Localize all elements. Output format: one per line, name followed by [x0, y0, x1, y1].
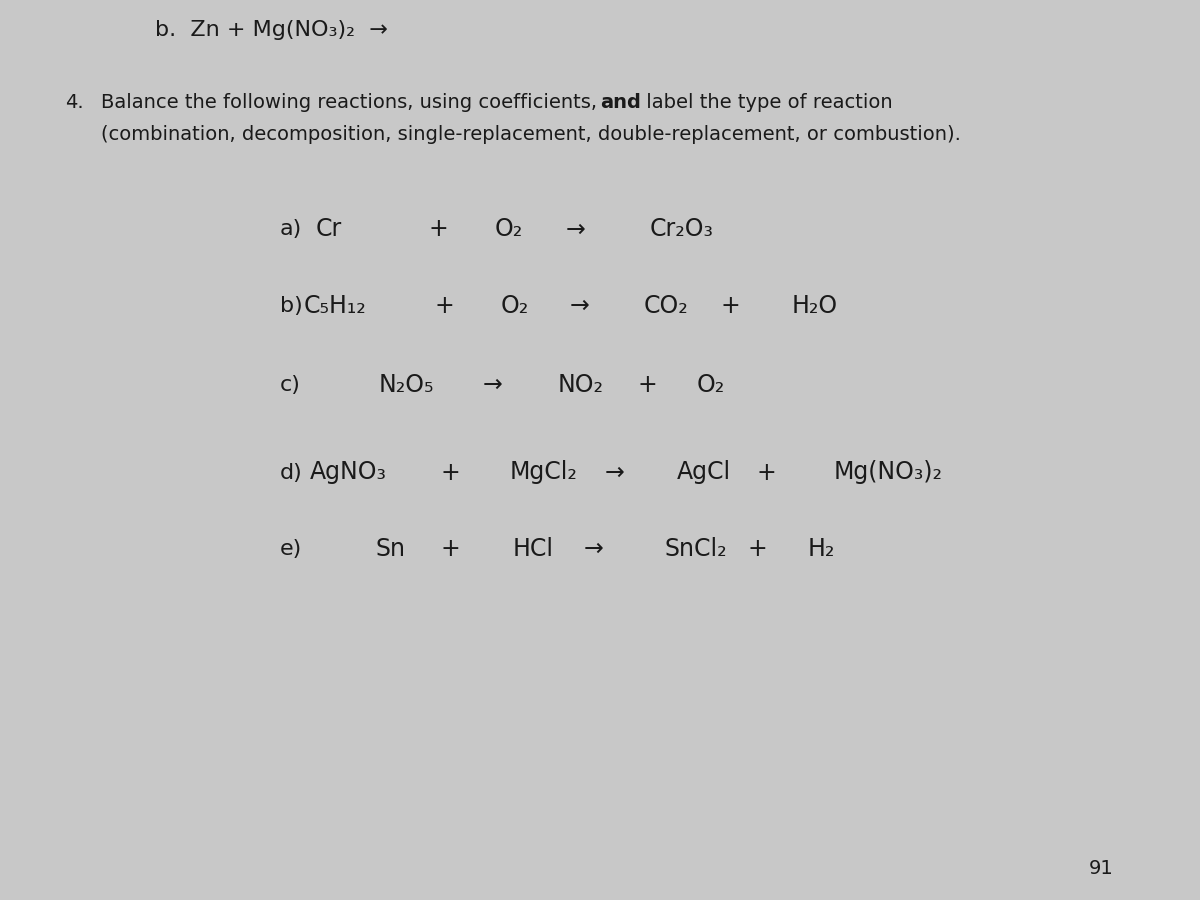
- Text: +: +: [637, 374, 656, 397]
- Text: Cr₂O₃: Cr₂O₃: [649, 218, 713, 241]
- Text: Sn: Sn: [376, 537, 406, 561]
- Text: O₂: O₂: [697, 374, 725, 397]
- Text: Balance the following reactions, using coefficients,: Balance the following reactions, using c…: [101, 94, 604, 112]
- Text: 4.: 4.: [66, 94, 84, 112]
- Text: e): e): [280, 539, 302, 559]
- Text: →: →: [565, 218, 586, 241]
- Text: +: +: [434, 294, 455, 318]
- Text: O₂: O₂: [500, 294, 528, 318]
- Text: H₂: H₂: [808, 537, 835, 561]
- Text: C₅H₁₂: C₅H₁₂: [304, 294, 366, 318]
- Text: →: →: [583, 537, 604, 561]
- Text: +: +: [428, 218, 449, 241]
- Text: N₂O₅: N₂O₅: [379, 374, 434, 397]
- Text: →: →: [605, 461, 625, 484]
- Text: a): a): [280, 220, 302, 239]
- Text: AgCl: AgCl: [677, 461, 731, 484]
- Text: →: →: [482, 374, 502, 397]
- Text: +: +: [440, 537, 461, 561]
- Text: +: +: [440, 461, 461, 484]
- Text: and: and: [600, 94, 641, 112]
- Text: d): d): [280, 463, 302, 482]
- Text: b.  Zn + Mg(NO₃)₂  →: b. Zn + Mg(NO₃)₂ →: [155, 21, 388, 40]
- Text: SnCl₂: SnCl₂: [665, 537, 727, 561]
- Text: label the type of reaction: label the type of reaction: [641, 94, 893, 112]
- Text: +: +: [748, 537, 768, 561]
- Text: Mg(NO₃)₂: Mg(NO₃)₂: [834, 461, 943, 484]
- Text: 91: 91: [1088, 859, 1114, 877]
- Text: (combination, decomposition, single-replacement, double-replacement, or combusti: (combination, decomposition, single-repl…: [101, 125, 961, 144]
- Text: H₂O: H₂O: [792, 294, 838, 318]
- Text: Cr: Cr: [316, 218, 342, 241]
- Text: c): c): [280, 375, 301, 395]
- Text: →: →: [569, 294, 589, 318]
- Text: AgNO₃: AgNO₃: [310, 461, 386, 484]
- Text: HCl: HCl: [512, 537, 553, 561]
- Text: MgCl₂: MgCl₂: [510, 461, 577, 484]
- Text: CO₂: CO₂: [643, 294, 688, 318]
- Text: b): b): [280, 296, 302, 316]
- Text: NO₂: NO₂: [558, 374, 604, 397]
- Text: +: +: [756, 461, 776, 484]
- Text: +: +: [721, 294, 740, 318]
- Text: O₂: O₂: [494, 218, 522, 241]
